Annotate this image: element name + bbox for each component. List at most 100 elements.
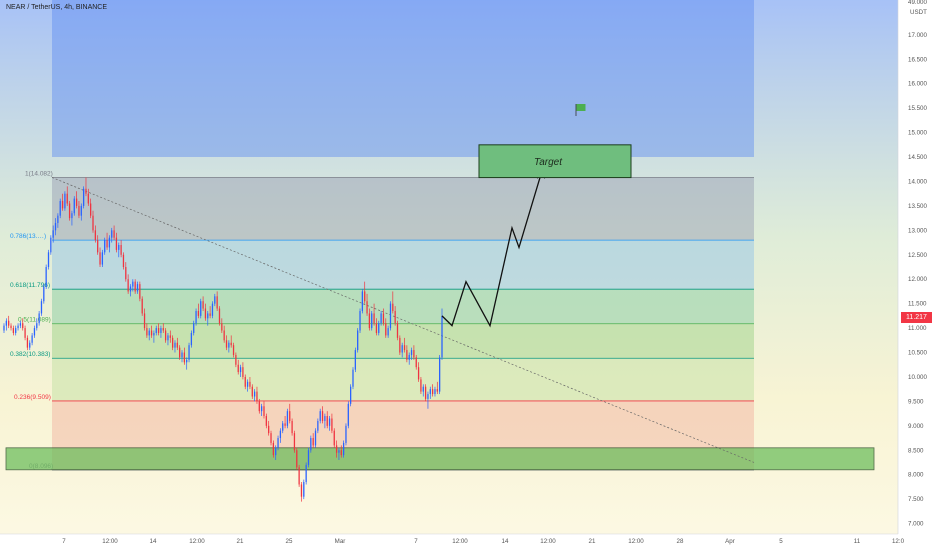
y-tick-label: 10.500 (908, 350, 927, 357)
candle-body (108, 237, 111, 248)
candle-body (3, 325, 5, 331)
candle-body (132, 281, 134, 287)
candle-body (359, 310, 361, 331)
candle-body (111, 230, 113, 238)
candle-body (50, 237, 52, 253)
candle-body (211, 303, 214, 316)
candle-body (375, 323, 378, 333)
candle-body (80, 205, 82, 216)
candle-body (87, 193, 89, 204)
candle-body (275, 447, 277, 456)
candle-body (59, 201, 61, 216)
candle-body (305, 464, 307, 483)
candle-body (265, 416, 267, 426)
y-tick-label: 10.000 (908, 374, 927, 381)
candle-body (101, 252, 104, 265)
candle-body (174, 342, 176, 348)
candle-body (75, 198, 78, 206)
candle-body (167, 335, 169, 341)
x-tick-label: 5 (779, 538, 783, 545)
candle-body (94, 230, 96, 241)
candle-body (417, 367, 420, 380)
candle-body (436, 389, 438, 392)
candle-body (249, 381, 251, 387)
y-tick-label: 15.500 (908, 105, 927, 112)
candle-body (188, 345, 190, 360)
candle-body (179, 347, 181, 358)
candle-body (200, 301, 202, 316)
candle-body (410, 350, 413, 355)
candle-body (303, 482, 305, 497)
current-price-tag: 11.217 (901, 311, 932, 323)
candle-body (150, 330, 153, 336)
candle-body (246, 381, 249, 387)
y-tick-label: 15.000 (908, 130, 927, 137)
candle-body (279, 430, 282, 439)
x-tick-label: 12:0 (892, 538, 905, 545)
candle-body (190, 332, 193, 346)
candle-body (148, 330, 150, 336)
candle-body (429, 389, 431, 395)
candle-body (298, 467, 300, 485)
candle-body (396, 323, 399, 338)
candle-body (420, 379, 422, 392)
candle-body (5, 320, 7, 326)
candle-body (45, 267, 47, 287)
candle-body (286, 411, 289, 426)
x-tick-label: 12:00 (540, 538, 556, 545)
candle-body (115, 237, 118, 250)
candle-body (354, 350, 356, 370)
candle-body (204, 308, 207, 319)
candle-body (242, 367, 244, 377)
candle-body (228, 342, 230, 348)
candle-body (209, 313, 211, 316)
candle-body (350, 386, 352, 404)
candle-body (139, 284, 141, 299)
candle-body (399, 337, 401, 353)
candle-body (413, 350, 415, 358)
fib-label-1: 0.786(13.…) (10, 233, 46, 240)
candle-body (345, 425, 347, 443)
candle-body (134, 281, 136, 292)
candle-body (214, 296, 216, 304)
fib-band-0 (52, 177, 754, 241)
x-tick-label: Apr (725, 538, 735, 545)
candle-body (22, 323, 24, 329)
x-tick-label: 12:00 (452, 538, 468, 545)
candle-body (66, 193, 68, 204)
fib-label-2: 0.618(11.796) (10, 282, 50, 289)
candle-body (314, 430, 317, 446)
candle-body (235, 354, 237, 365)
y-tick-label: 12.500 (908, 252, 927, 259)
y-tick-label: 12.000 (908, 276, 927, 283)
candle-body (401, 345, 403, 353)
candle-body (434, 389, 436, 395)
candle-body (256, 391, 258, 402)
candle-body (223, 330, 225, 341)
y-tick-label: 9.500 (908, 398, 924, 405)
candle-body (268, 425, 270, 434)
candle-body (366, 301, 368, 314)
candle-body (382, 313, 385, 324)
y-tick-label: 16.500 (908, 56, 927, 63)
candle-body (439, 357, 441, 392)
price-axis-background (898, 0, 932, 550)
candle-body (8, 320, 10, 326)
candle-body (171, 337, 174, 348)
candle-body (296, 450, 298, 468)
candle-body (71, 213, 73, 219)
time-axis-background (0, 534, 932, 550)
candle-body (385, 323, 387, 336)
candle-body (31, 335, 33, 343)
candle-body (181, 352, 183, 358)
candle-body (99, 252, 101, 265)
candle-body (289, 411, 291, 421)
x-tick-label: 7 (414, 538, 418, 545)
candle-body (33, 328, 36, 336)
candle-body (47, 252, 50, 267)
candle-body (368, 313, 371, 329)
candle-body (10, 325, 12, 329)
y-tick-label: 7.500 (908, 496, 924, 503)
candle-body (424, 386, 427, 399)
